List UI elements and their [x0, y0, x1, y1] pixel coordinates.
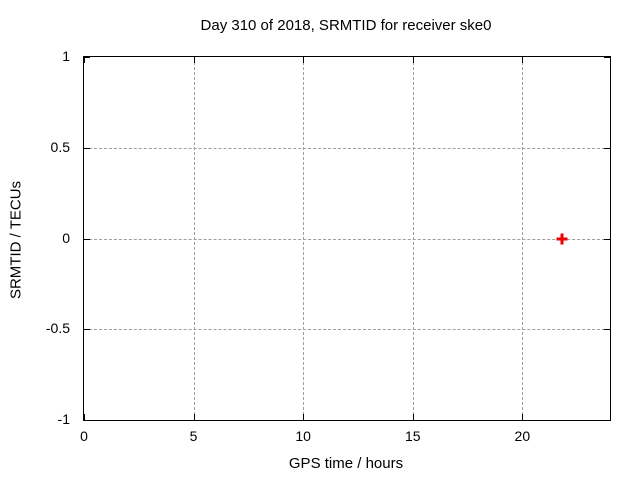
- gridline-horizontal: [84, 329, 610, 331]
- y-tick-mark-left: [84, 420, 90, 421]
- gridline-horizontal: [84, 238, 610, 240]
- chart-title: Day 310 of 2018, SRMTID for receiver ske…: [200, 17, 492, 34]
- x-tick-mark-top: [193, 57, 195, 63]
- y-tick-mark-right: [604, 57, 610, 58]
- y-tick-mark-left: [84, 238, 90, 240]
- marker-vertical-bar: [560, 233, 564, 244]
- x-tick-mark-top: [412, 57, 414, 63]
- x-tick-label: 0: [80, 428, 88, 444]
- y-tick-mark-right: [604, 147, 610, 149]
- x-tick-mark-top: [303, 57, 305, 63]
- x-tick-mark-bottom: [522, 414, 524, 420]
- x-tick-label: 10: [295, 428, 311, 444]
- y-tick-label: 0.5: [50, 138, 70, 155]
- y-tick-mark-left: [84, 329, 90, 331]
- x-tick-mark-top: [84, 57, 85, 63]
- x-tick-label: 15: [404, 428, 421, 444]
- y-tick-mark-right: [604, 420, 610, 421]
- y-axis-title: SRMTID / TECUs: [7, 180, 25, 300]
- x-tick-mark-bottom: [412, 414, 414, 420]
- y-tick-mark-right: [604, 329, 610, 331]
- x-tick-mark-bottom: [84, 414, 85, 420]
- x-tick-mark-bottom: [193, 414, 195, 420]
- gridline-horizontal: [84, 147, 610, 149]
- y-tick-mark-left: [84, 57, 90, 58]
- y-tick-label: -0.5: [45, 320, 70, 337]
- y-tick-mark-left: [84, 147, 90, 149]
- y-tick-label: 1: [62, 48, 70, 65]
- y-tick-label: -1: [57, 411, 70, 428]
- y-tick-label: 0: [62, 229, 70, 246]
- x-tick-mark-bottom: [303, 414, 305, 420]
- x-tick-label: 5: [189, 428, 198, 444]
- x-tick-label: 20: [514, 428, 531, 444]
- data-point-marker: [556, 233, 568, 244]
- x-axis-title: GPS time / hours: [288, 455, 404, 472]
- plot-area: 0 5 10 15 20 -1 -0.5 0 0.5 1: [46, 48, 611, 444]
- x-tick-mark-top: [522, 57, 524, 63]
- y-tick-mark-right: [604, 238, 610, 240]
